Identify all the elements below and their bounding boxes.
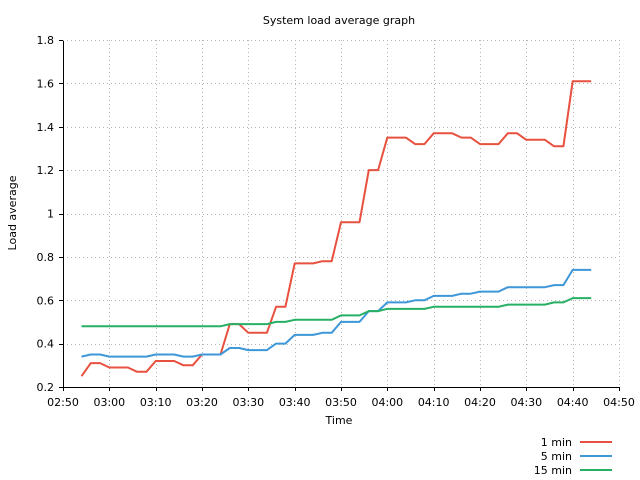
legend-label: 15 min [534,464,572,477]
y-tick-label: 1.8 [37,34,55,47]
x-tick-label: 04:10 [418,396,450,409]
x-axis-label: Time [325,414,353,427]
legend-label: 5 min [541,450,572,463]
x-tick-label: 04:20 [464,396,496,409]
x-tick-label: 04:40 [557,396,589,409]
x-tick-label: 04:50 [603,396,635,409]
y-tick-label: 0.6 [37,294,55,307]
chart-title: System load average graph [263,14,415,27]
series-line-1-min [80,80,592,377]
x-tick-label: 03:50 [325,396,357,409]
y-axis-ticks: 0.2 0.4 0.6 0.8 1 1.2 1.4 1.6 1.8 [37,34,63,394]
x-tick-label: 02:50 [47,396,79,409]
x-tick-label: 03:30 [232,396,264,409]
y-tick-label: 0.2 [37,381,55,394]
y-tick-label: 0.8 [37,251,55,264]
x-tick-label: 04:00 [371,396,403,409]
y-tick-label: 1.2 [37,164,55,177]
y-tick-label: 1.6 [37,77,55,90]
x-tick-label: 03:10 [140,396,172,409]
series-lines [80,80,592,377]
y-tick-label: 1 [47,208,54,221]
y-axis-label: Load average [6,175,19,250]
x-tick-label: 04:30 [510,396,542,409]
series-line-5-min [81,268,592,358]
legend-label: 1 min [541,436,572,449]
x-tick-label: 03:00 [93,396,125,409]
x-tick-label: 03:20 [186,396,218,409]
x-axis-ticks: 02:50 03:00 03:10 03:20 03:30 03:40 03:50 04:00… [47,387,635,409]
y-tick-label: 0.4 [37,338,55,351]
grid [63,40,619,387]
x-tick-label: 03:40 [279,396,311,409]
y-tick-label: 1.4 [37,121,55,134]
series-line-15-min [81,297,592,328]
